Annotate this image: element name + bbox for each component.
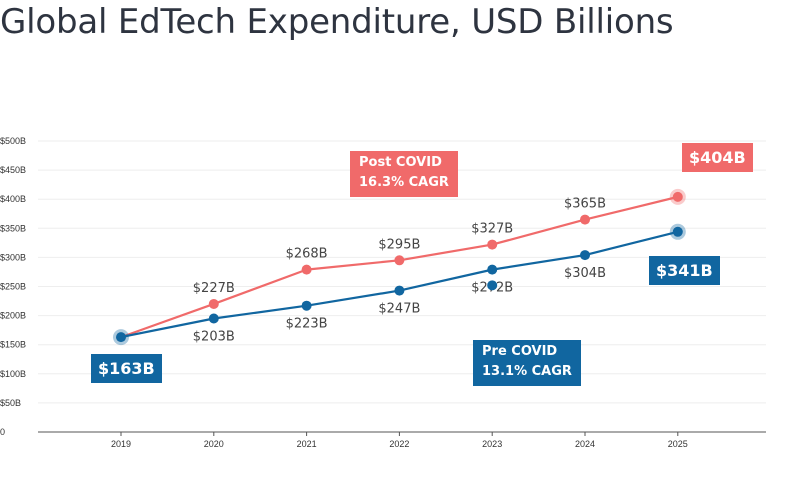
pre-covid-extra-point — [487, 280, 498, 291]
post-covid-data-label: $365B — [564, 197, 606, 212]
post-covid-point — [672, 191, 683, 202]
pre-covid-point — [672, 226, 683, 237]
pre-covid-point — [116, 332, 126, 343]
pre-covid-point — [394, 285, 405, 296]
y-tick-label: $50B — [0, 398, 21, 408]
y-tick-label: $200B — [0, 311, 26, 321]
y-tick-label: $500B — [0, 136, 26, 146]
post-covid-end-badge: $404B — [682, 143, 753, 172]
x-tick-label: 2019 — [111, 439, 131, 449]
post-covid-data-label: $295B — [378, 237, 420, 252]
x-tick-label: 2025 — [668, 439, 688, 449]
post-covid-data-label: $327B — [471, 222, 513, 237]
y-tick-label: $450B — [0, 165, 26, 175]
y-tick-label: $350B — [0, 223, 26, 233]
pre-covid-data-label: $304B — [564, 266, 606, 281]
y-tick-label: $150B — [0, 340, 26, 350]
y-tick-label: $300B — [0, 252, 26, 262]
y-tick-label: $250B — [0, 282, 26, 292]
pre-covid-note-line1: Pre COVID — [482, 344, 558, 359]
pre-covid-data-label: $203B — [193, 330, 235, 345]
x-tick-label: 2021 — [297, 439, 317, 449]
y-tick-label: $400B — [0, 194, 26, 204]
pre-covid-point — [580, 250, 590, 261]
x-tick-label: 2022 — [389, 439, 409, 449]
post-covid-note-line2: 16.3% CAGR — [359, 175, 449, 190]
post-covid-data-label: $268B — [286, 247, 328, 262]
pre-covid-point — [208, 313, 219, 324]
post-covid-note: Post COVID 16.3% CAGR — [350, 151, 458, 197]
pre-covid-point — [301, 300, 312, 311]
post-covid-point — [208, 298, 219, 309]
chart-title: Global EdTech Expenditure, USD Billions — [0, 2, 674, 42]
post-covid-point — [580, 214, 590, 225]
x-tick-label: 2023 — [482, 439, 502, 449]
x-tick-label: 2024 — [575, 439, 595, 449]
pre-covid-point — [487, 264, 498, 275]
post-covid-point — [394, 255, 405, 266]
post-covid-data-label: $227B — [193, 281, 235, 296]
pre-covid-note: Pre COVID 13.1% CAGR — [473, 340, 581, 386]
start-value-badge: $163B — [91, 354, 162, 383]
post-covid-point — [301, 264, 312, 275]
pre-covid-note-line2: 13.1% CAGR — [482, 364, 572, 379]
x-tick-label: 2020 — [204, 439, 224, 449]
pre-covid-data-label: $223B — [286, 317, 328, 332]
y-tick-label: 0 — [0, 427, 5, 437]
pre-covid-end-badge: $341B — [649, 256, 720, 285]
y-tick-label: $100B — [0, 369, 26, 379]
post-covid-point — [487, 239, 498, 250]
post-covid-note-line1: Post COVID — [359, 155, 442, 170]
pre-covid-data-label: $247B — [378, 302, 420, 317]
